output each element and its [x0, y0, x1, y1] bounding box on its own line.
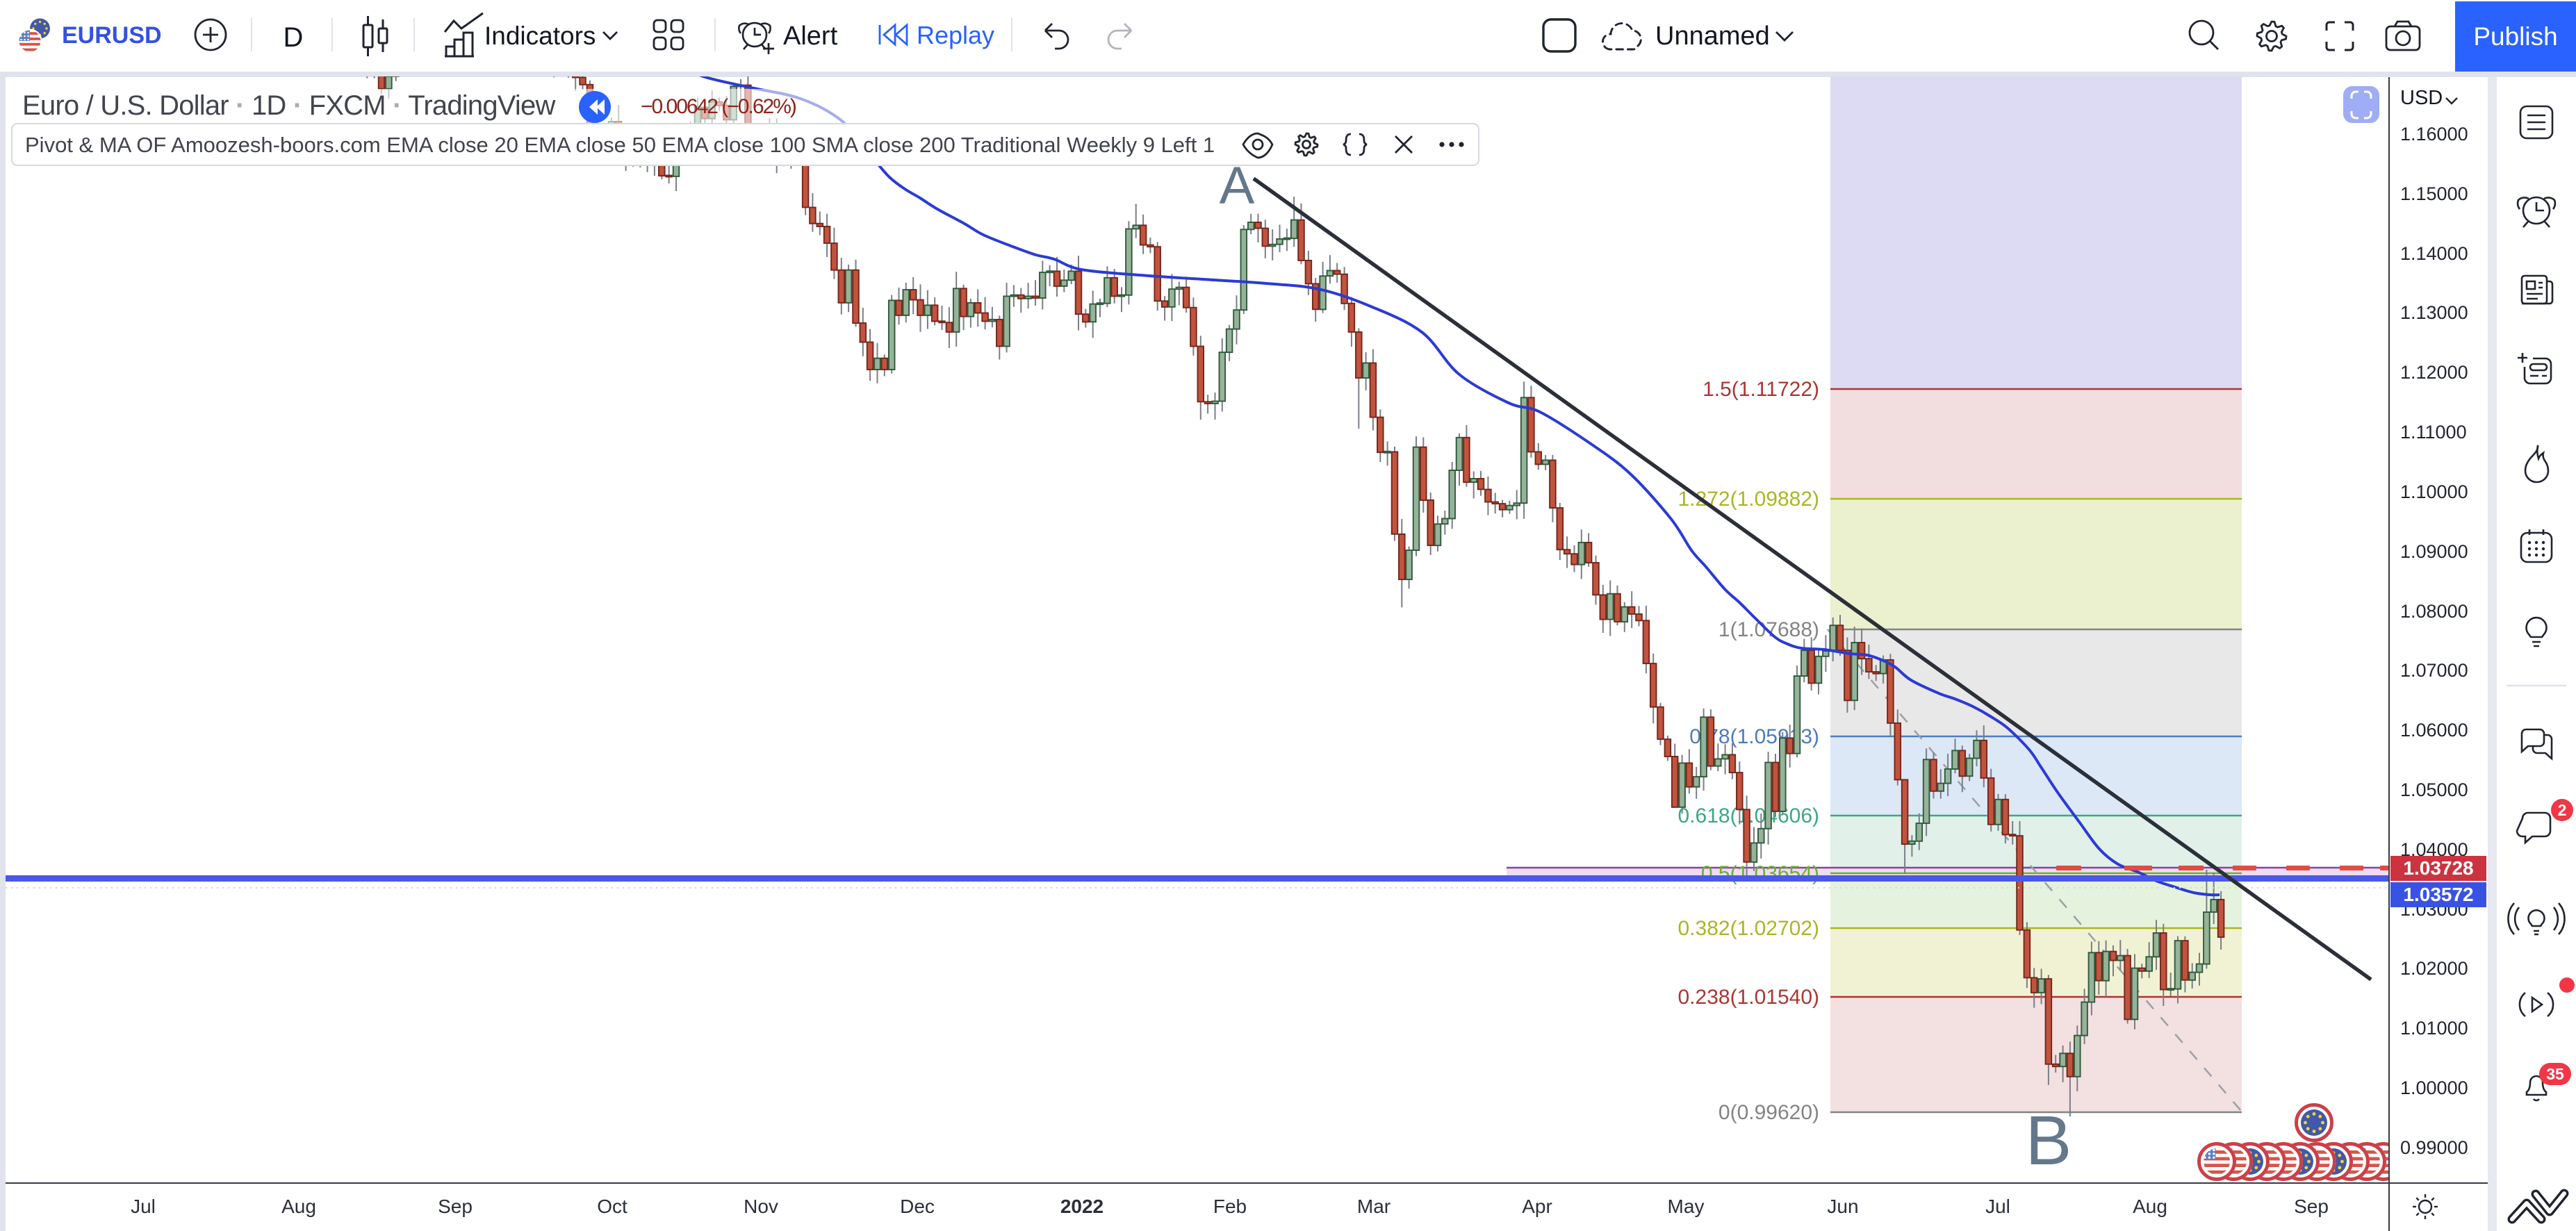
svg-text:2022: 2022	[1060, 1196, 1104, 1217]
svg-text:0.99000: 0.99000	[2400, 1137, 2468, 1158]
svg-text:Dec: Dec	[900, 1196, 935, 1217]
svg-text:EURUSD: EURUSD	[62, 22, 162, 49]
svg-text:Unnamed: Unnamed	[1655, 22, 1770, 51]
svg-text:1.16000: 1.16000	[2400, 124, 2468, 144]
svg-text:1.07000: 1.07000	[2400, 660, 2468, 681]
svg-text:1.13000: 1.13000	[2400, 302, 2468, 323]
svg-text:35: 35	[2546, 1065, 2564, 1083]
svg-text:1.5(1.11722): 1.5(1.11722)	[1703, 378, 1819, 401]
svg-text:Apr: Apr	[1522, 1196, 1552, 1217]
svg-text:1.06000: 1.06000	[2400, 720, 2468, 741]
svg-text:−0.00642 (−0.62%): −0.00642 (−0.62%)	[641, 95, 796, 118]
svg-text:1.01000: 1.01000	[2400, 1018, 2468, 1039]
svg-text:Pivot & MA OF Amoozesh-boors.c: Pivot & MA OF Amoozesh-boors.com EMA clo…	[25, 133, 1215, 157]
svg-text:1.08000: 1.08000	[2400, 601, 2468, 622]
svg-text:A: A	[1220, 156, 1255, 215]
svg-text:B: B	[2026, 1102, 2072, 1180]
svg-text:Oct: Oct	[597, 1196, 627, 1217]
svg-text:1.10000: 1.10000	[2400, 481, 2468, 502]
svg-text:1.03728: 1.03728	[2403, 857, 2473, 879]
svg-text:Replay: Replay	[917, 21, 994, 49]
svg-text:Sep: Sep	[2294, 1196, 2329, 1217]
svg-text:Jun: Jun	[1827, 1196, 1858, 1217]
svg-text:USD: USD	[2400, 87, 2443, 109]
svg-text:1.09000: 1.09000	[2400, 541, 2468, 562]
svg-text:1.15000: 1.15000	[2400, 183, 2468, 204]
svg-text:1.11000: 1.11000	[2400, 422, 2467, 443]
svg-text:Euro / U.S. Dollar · 1D · FXCM: Euro / U.S. Dollar · 1D · FXCM · Trading…	[22, 90, 555, 121]
svg-text:Mar: Mar	[1357, 1196, 1390, 1217]
svg-text:0.382(1.02702): 0.382(1.02702)	[1678, 917, 1820, 940]
svg-text:2: 2	[2558, 801, 2567, 819]
svg-text:Aug: Aug	[2133, 1196, 2167, 1217]
svg-text:1.02000: 1.02000	[2400, 958, 2468, 979]
svg-text:1.00000: 1.00000	[2400, 1077, 2468, 1098]
svg-text:D: D	[284, 22, 304, 53]
svg-text:Jul: Jul	[131, 1196, 156, 1217]
svg-text:Sep: Sep	[438, 1196, 473, 1217]
svg-text:Nov: Nov	[744, 1196, 778, 1217]
svg-text:Jul: Jul	[1985, 1196, 2010, 1217]
svg-text:1.14000: 1.14000	[2400, 243, 2468, 264]
svg-text:1.12000: 1.12000	[2400, 362, 2468, 383]
svg-text:0.5(1.03654): 0.5(1.03654)	[1701, 862, 1819, 885]
svg-text:Alert: Alert	[783, 22, 838, 51]
svg-text:1.03572: 1.03572	[2403, 884, 2473, 905]
svg-text:0(0.99620): 0(0.99620)	[1718, 1101, 1819, 1124]
svg-text:1.05000: 1.05000	[2400, 779, 2468, 800]
svg-text:Publish: Publish	[2473, 22, 2557, 51]
svg-text:Indicators: Indicators	[484, 22, 596, 50]
svg-text:0.238(1.01540): 0.238(1.01540)	[1678, 986, 1820, 1009]
svg-text:Feb: Feb	[1213, 1196, 1247, 1217]
svg-text:May: May	[1668, 1196, 1705, 1217]
svg-text:Aug: Aug	[281, 1196, 316, 1217]
